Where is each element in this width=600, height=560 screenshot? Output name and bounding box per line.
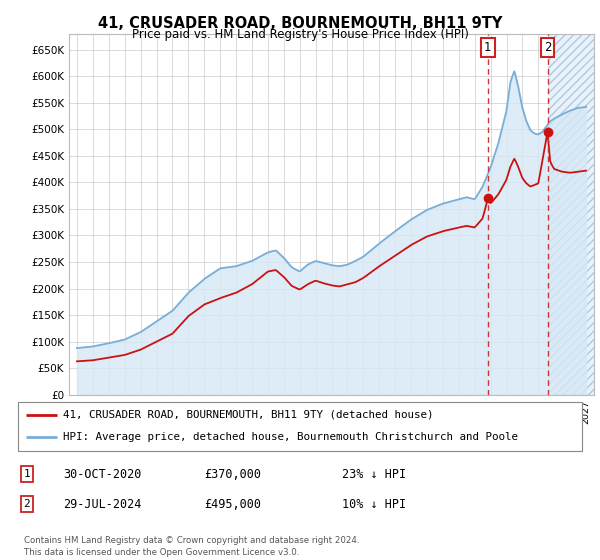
Text: 2: 2 <box>23 499 31 509</box>
Text: 23% ↓ HPI: 23% ↓ HPI <box>342 468 406 481</box>
Text: 10% ↓ HPI: 10% ↓ HPI <box>342 497 406 511</box>
Text: £495,000: £495,000 <box>204 497 261 511</box>
Text: 1: 1 <box>23 469 31 479</box>
FancyBboxPatch shape <box>18 402 582 451</box>
Bar <box>548 34 594 395</box>
Text: Contains HM Land Registry data © Crown copyright and database right 2024.
This d: Contains HM Land Registry data © Crown c… <box>24 536 359 557</box>
Text: £370,000: £370,000 <box>204 468 261 481</box>
Text: 41, CRUSADER ROAD, BOURNEMOUTH, BH11 9TY: 41, CRUSADER ROAD, BOURNEMOUTH, BH11 9TY <box>98 16 502 31</box>
Text: 29-JUL-2024: 29-JUL-2024 <box>63 497 142 511</box>
Text: 2: 2 <box>544 41 551 54</box>
Text: 30-OCT-2020: 30-OCT-2020 <box>63 468 142 481</box>
Text: 41, CRUSADER ROAD, BOURNEMOUTH, BH11 9TY (detached house): 41, CRUSADER ROAD, BOURNEMOUTH, BH11 9TY… <box>63 410 434 420</box>
Text: Price paid vs. HM Land Registry's House Price Index (HPI): Price paid vs. HM Land Registry's House … <box>131 28 469 41</box>
Text: HPI: Average price, detached house, Bournemouth Christchurch and Poole: HPI: Average price, detached house, Bour… <box>63 432 518 442</box>
Text: 1: 1 <box>484 41 491 54</box>
